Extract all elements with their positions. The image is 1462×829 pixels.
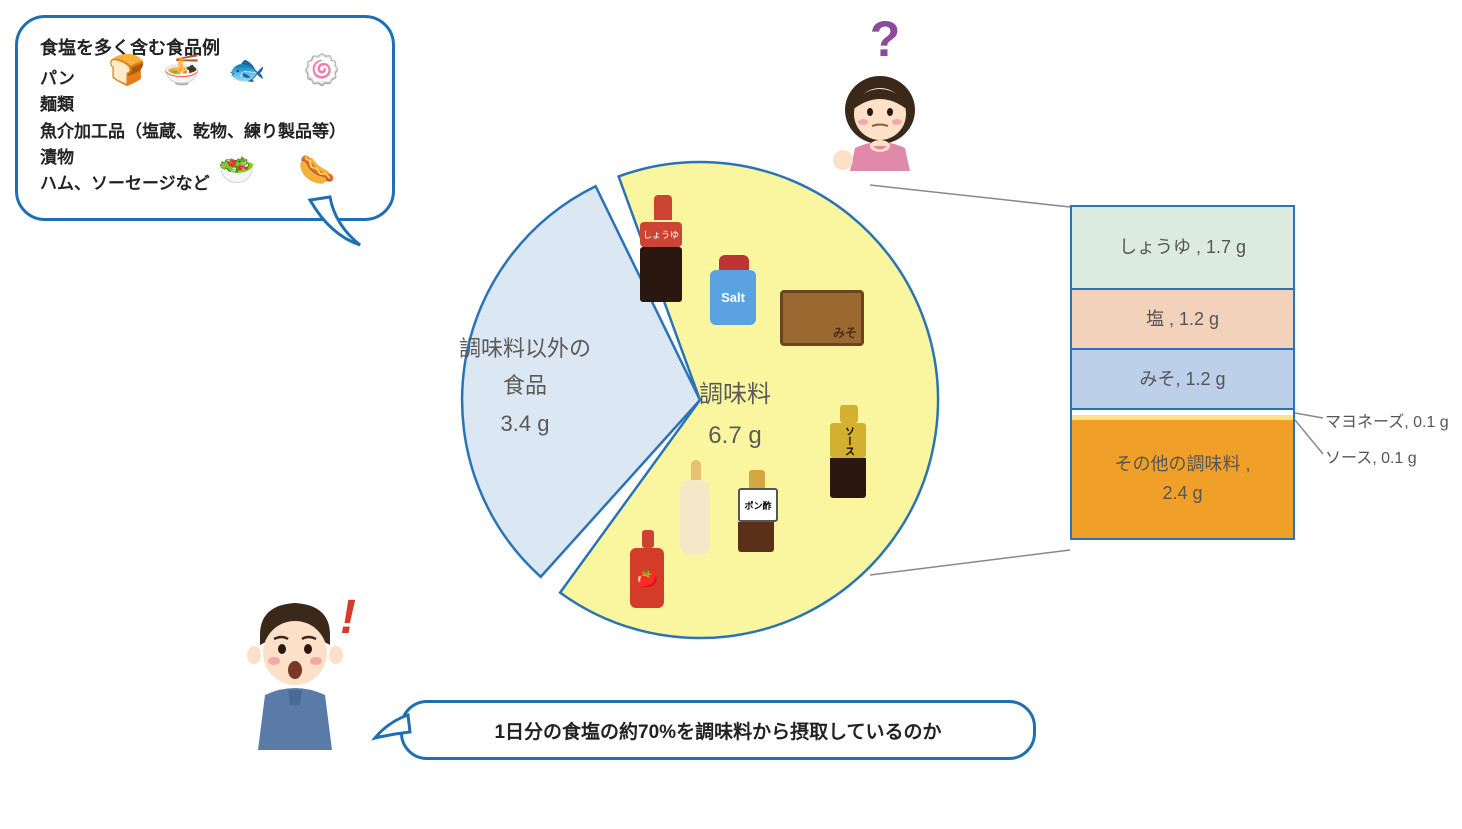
man-character: ! (230, 595, 380, 760)
label-mayo: マヨネーズ, 0.1 g (1325, 408, 1449, 432)
callout-bottom-tail (370, 710, 415, 745)
pie-slice2-label: 調味料 6.7 g (665, 375, 805, 457)
pie-slice1-label: 調味料以外の 食品 3.4 g (440, 330, 610, 442)
bar-soy: しょうゆ , 1.7 g (1070, 205, 1295, 290)
callout-top-tail (300, 195, 380, 255)
bar-other: その他の調味料 , 2.4 g (1070, 420, 1295, 540)
bar-miso: みそ, 1.2 g (1070, 350, 1295, 410)
question-mark-icon: ? (825, 10, 945, 68)
exclaim-icon: ! (340, 590, 356, 645)
woman-character: ? (825, 10, 945, 178)
soy-sauce-icon: しょうゆ (640, 195, 685, 302)
ponzu-icon: ポン酢 (738, 470, 776, 552)
kamaboko-icon: 🍥 (303, 53, 340, 88)
bar-salt: 塩 , 1.2 g (1070, 290, 1295, 350)
connector-lines (870, 170, 1080, 590)
ramen-icon: 🍜 (163, 53, 200, 88)
tsukemono-icon: 🥗 (218, 153, 255, 188)
bottom-callout: 1日分の食塩の約70%を調味料から摂取しているのか (400, 700, 1036, 760)
bread-icon: 🍞 (108, 53, 145, 88)
sauce-icon: ソース (830, 405, 868, 498)
leader-sauce (1295, 418, 1325, 458)
miso-icon: みそ (780, 290, 860, 346)
fish-icon: 🐟 (228, 53, 265, 88)
ketchup-icon: 🍅 (630, 530, 666, 608)
salt-icon: Salt (710, 255, 758, 325)
label-sauce: ソース, 0.1 g (1325, 444, 1417, 468)
callout-item: 魚介加工品（塩蔵、乾物、練り製品等） (40, 119, 370, 145)
sausage-icon: 🌭 (298, 153, 335, 188)
mayo-icon (680, 460, 712, 555)
callout-item: 麺類 (40, 92, 370, 118)
stacked-bar: しょうゆ , 1.7 g 塩 , 1.2 g みそ, 1.2 g その他の調味料… (1070, 205, 1295, 540)
high-salt-foods-callout: 食塩を多く含む食品例 パン 麺類 魚介加工品（塩蔵、乾物、練り製品等） 漬物 ハ… (15, 15, 395, 221)
